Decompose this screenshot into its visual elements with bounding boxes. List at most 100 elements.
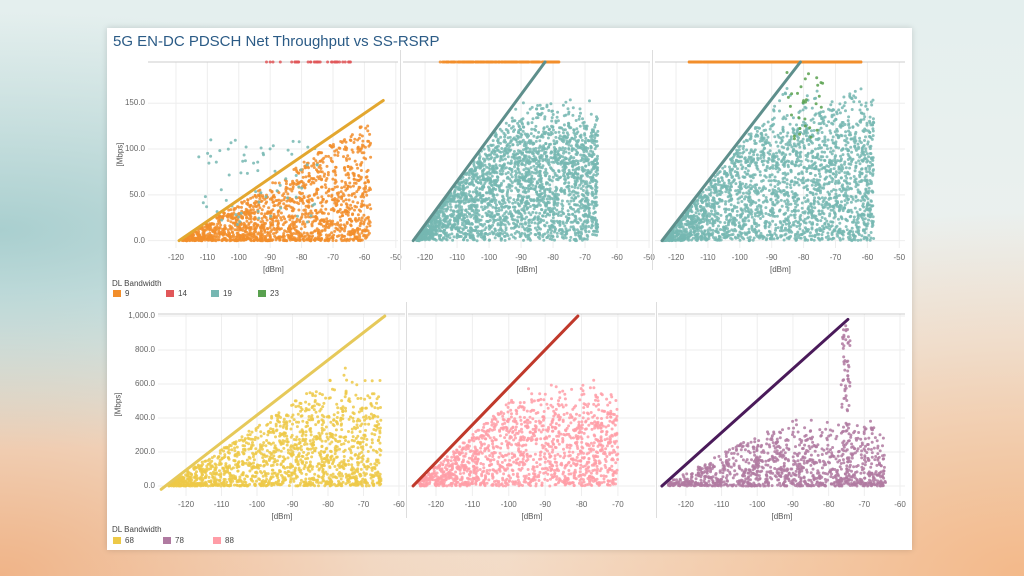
point-series-9 [324, 233, 328, 237]
point-series-19 [550, 119, 554, 123]
point-series-19 [473, 215, 477, 219]
point-series-9 [369, 141, 372, 145]
point-series-19 [512, 221, 515, 225]
point-series-19 [548, 237, 552, 241]
point-series-19 [517, 124, 521, 128]
point-series-19 [595, 226, 598, 230]
point-series-19 [552, 221, 556, 225]
point-series-19 [826, 147, 829, 151]
point-series-19 [515, 140, 519, 144]
x-tick-label: -70 [327, 253, 339, 262]
point-series-19 [771, 200, 775, 204]
point-series-19 [483, 181, 487, 185]
point-series-19 [534, 124, 538, 128]
point-series-9 [260, 212, 264, 216]
point-series-19 [527, 202, 531, 206]
point-series-9 [288, 224, 292, 228]
point-series-19 [564, 100, 568, 104]
point-series-9 [355, 190, 359, 194]
point-series-9 [306, 195, 310, 199]
point-series-19 [583, 133, 587, 137]
point-series-9 [348, 181, 352, 185]
point-series-9 [252, 239, 256, 243]
point-series-19 [515, 223, 519, 227]
point-series-9 [348, 138, 352, 142]
point-series-19 [454, 200, 458, 204]
point-series-19 [510, 155, 514, 159]
point-series-19 [792, 199, 796, 203]
point-series-19 [498, 172, 502, 176]
point-series-9 [226, 219, 230, 222]
point-series-19 [593, 125, 597, 129]
point-series-9 [503, 60, 506, 64]
point-series-9 [321, 160, 325, 164]
point-series-19 [214, 160, 218, 164]
point-series-19 [534, 171, 538, 175]
point-series-19 [538, 156, 542, 160]
point-series-19 [591, 194, 595, 197]
point-series-19 [530, 174, 534, 178]
point-series-9 [333, 149, 337, 153]
point-series-19 [510, 217, 514, 221]
point-series-19 [507, 237, 511, 241]
point-series-19 [220, 218, 224, 222]
point-series-9 [368, 132, 372, 136]
point-series-19 [494, 165, 498, 168]
point-series-19 [495, 184, 499, 188]
point-series-19 [805, 94, 809, 98]
point-series-19 [516, 121, 520, 125]
point-series-19 [538, 203, 542, 207]
point-series-19 [535, 151, 539, 155]
point-series-9 [320, 229, 324, 233]
point-series-19 [586, 198, 590, 202]
point-series-9 [344, 188, 348, 192]
point-series-9 [358, 186, 362, 190]
point-series-9 [284, 185, 288, 189]
point-series-9 [359, 195, 363, 199]
point-series-19 [551, 113, 555, 116]
point-series-9 [324, 207, 328, 211]
point-series-19 [579, 133, 583, 137]
point-series-19 [567, 158, 571, 162]
point-series-19 [762, 194, 766, 197]
point-series-19 [542, 144, 546, 148]
point-series-19 [575, 209, 579, 213]
point-series-19 [570, 175, 574, 179]
point-series-19 [474, 179, 478, 183]
point-series-9 [225, 214, 229, 218]
point-series-19 [454, 217, 458, 221]
point-series-9 [271, 200, 275, 204]
point-series-19 [561, 222, 565, 225]
point-series-14 [271, 60, 275, 64]
point-series-9 [297, 196, 301, 200]
point-series-19 [257, 200, 261, 204]
point-series-19 [551, 235, 555, 239]
point-series-19 [557, 149, 560, 153]
point-series-19 [540, 192, 544, 195]
point-series-19 [465, 232, 469, 236]
point-series-19 [197, 155, 201, 159]
point-series-19 [578, 183, 582, 187]
point-series-19 [526, 179, 530, 183]
point-series-19 [300, 186, 304, 190]
point-series-9 [333, 169, 337, 172]
point-series-19 [490, 211, 494, 215]
point-series-19 [543, 223, 546, 227]
point-series-19 [551, 216, 555, 220]
point-series-19 [505, 176, 509, 180]
point-series-19 [520, 173, 524, 176]
point-series-19 [595, 233, 599, 237]
point-series-19 [528, 150, 531, 154]
point-series-9 [356, 213, 360, 217]
point-series-9 [256, 238, 260, 242]
point-series-9 [346, 154, 350, 158]
point-series-19 [579, 153, 583, 157]
point-series-9 [246, 198, 250, 202]
point-series-19 [496, 222, 500, 226]
point-series-19 [278, 183, 282, 187]
point-series-19 [446, 205, 450, 209]
point-series-9 [228, 236, 232, 239]
point-series-9 [320, 195, 324, 199]
point-series-19 [576, 186, 580, 190]
point-series-9 [345, 203, 349, 207]
